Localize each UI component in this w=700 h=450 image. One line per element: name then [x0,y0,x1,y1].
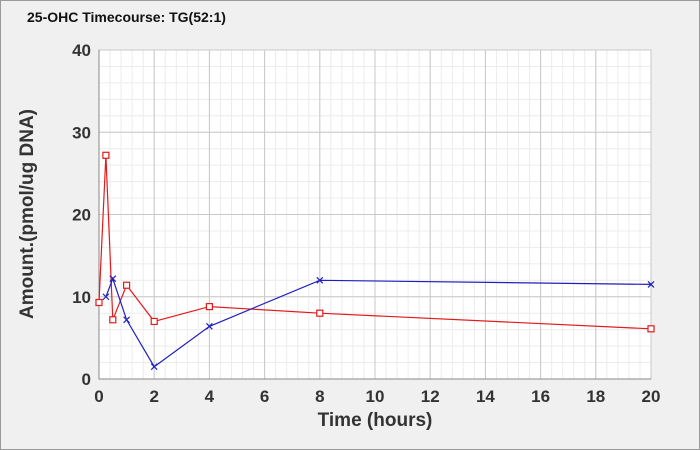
x-tick-label: 2 [149,387,158,406]
series-1-point [647,325,655,333]
series-2-point [109,275,117,283]
series-1-point [95,298,103,307]
series-2-point [123,316,131,324]
x-tick-label: 8 [315,387,324,406]
series-2-point [205,322,213,330]
series-1-point [102,151,110,159]
x-tick-label: 10 [366,387,385,406]
series-1-point [122,281,131,289]
x-tick-label: 16 [531,387,550,406]
x-marker-stroke [316,276,324,284]
x-axis-title: Time (hours) [318,410,433,431]
y-tick-label: 20 [72,206,91,225]
y-tick-label: 10 [72,288,91,307]
series-2-point [647,280,655,288]
chart-title: 25-OHC Timecourse: TG(52:1) [27,9,226,25]
x-tick-label: 4 [205,387,215,406]
x-marker-stroke [109,275,117,283]
y-tick-label: 0 [82,370,91,389]
x-tick-label: 20 [642,387,661,406]
series-2-point [102,293,110,301]
series-1-point [316,309,324,317]
x-marker-stroke [102,293,110,301]
x-marker-stroke [150,363,158,371]
series-2-point [150,363,158,371]
x-tick-label: 6 [260,387,269,406]
y-tick-label: 30 [72,123,91,142]
series-markers [95,151,655,371]
series-1-point [109,316,117,324]
x-tick-label: 12 [421,387,440,406]
x-tick-label: 14 [476,387,495,406]
series-1-point [205,303,213,311]
x-tick-label: 18 [586,387,605,406]
series-1-point [150,317,158,326]
x-marker-stroke [205,322,213,330]
y-tick-label: 40 [72,41,91,60]
y-axis-title: Amount.(pmol/ug DNA) [17,109,38,319]
series-2-point [316,276,324,284]
x-marker-stroke [123,316,131,324]
x-tick-label: 0 [94,387,103,406]
y-tick-labels: 0 10 20 30 40 [72,41,91,389]
series-1-line [98,155,652,330]
x-tick-labels: 0 2 4 6 8 10 12 14 16 18 20 [94,387,660,406]
axes [98,50,651,380]
x-marker-stroke [647,280,655,288]
